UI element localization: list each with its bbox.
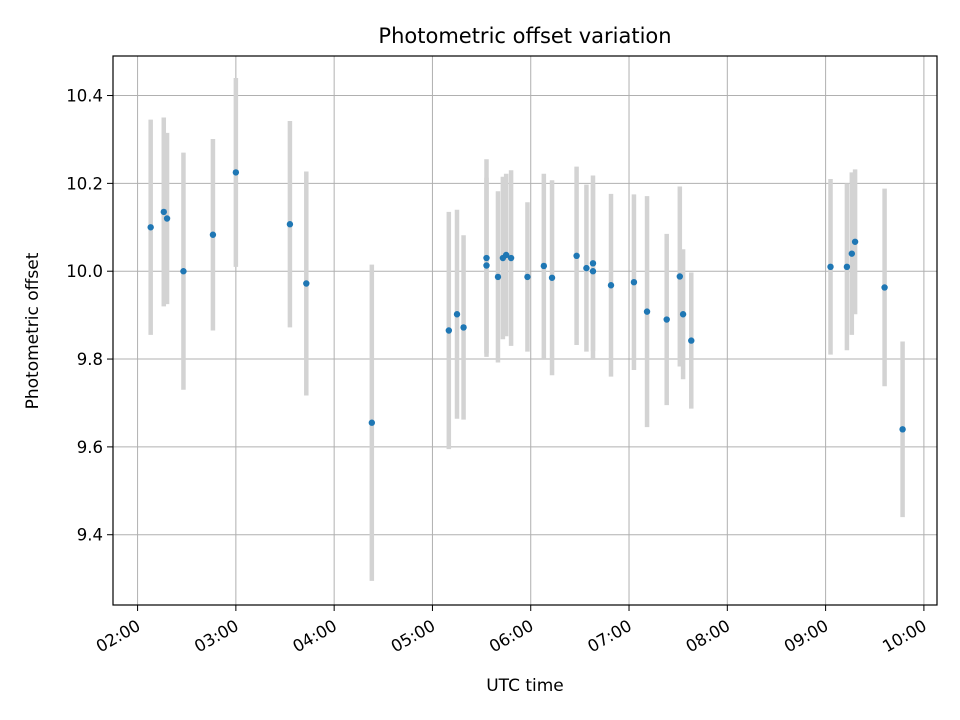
data-point: [881, 284, 888, 291]
data-point: [460, 324, 467, 331]
data-point: [843, 263, 851, 271]
data-point: [589, 260, 597, 267]
data-point: [483, 254, 490, 262]
y-tick-label: 10.0: [66, 262, 103, 281]
data-point: [827, 263, 834, 271]
data-point: [303, 280, 310, 287]
data-point: [209, 231, 217, 238]
data-point: [483, 262, 490, 269]
data-point: [368, 419, 376, 426]
data-point: [688, 337, 695, 344]
chart-title: Photometric offset variation: [378, 24, 671, 48]
data-point: [502, 251, 510, 259]
data-point: [573, 252, 580, 260]
x-tick-label: 10:00: [879, 616, 930, 656]
data-point: [848, 250, 856, 257]
data-point: [507, 254, 515, 262]
x-tick-label: 03:00: [191, 616, 242, 656]
data-point: [630, 278, 638, 286]
y-tick-label: 9.8: [77, 350, 103, 369]
x-tick-label: 06:00: [486, 616, 537, 656]
data-point: [494, 273, 502, 281]
x-tick-label: 04:00: [289, 616, 340, 656]
data-point: [589, 268, 597, 275]
x-tick-label: 02:00: [93, 616, 144, 656]
x-tick-label: 05:00: [388, 616, 439, 656]
y-axis-label: Photometric offset: [23, 252, 43, 409]
x-tick-label: 07:00: [584, 616, 635, 656]
data-point: [548, 274, 556, 281]
data-point: [524, 273, 531, 281]
x-axis: 02:00 03:00 04:00 05:00 06:00 07:00 08:00 09:00…: [93, 605, 930, 656]
data-point: [160, 208, 167, 216]
grid: [113, 56, 937, 605]
data-point: [453, 311, 461, 318]
data-point: [232, 169, 240, 176]
data-point: [445, 327, 453, 334]
data-point: [147, 224, 154, 231]
data-point: [851, 238, 859, 245]
data-point: [583, 264, 590, 272]
plot-frame: [112, 55, 938, 606]
y-tick-label: 10.4: [66, 87, 103, 106]
data-point: [540, 262, 548, 270]
y-tick-label: 10.2: [66, 174, 103, 193]
y-tick-label: 9.6: [77, 438, 103, 457]
y-axis: 9.4 9.6 9.8 10.0 10.2 10.4: [66, 87, 113, 545]
data-point: [180, 268, 187, 275]
x-tick-label: 08:00: [683, 616, 734, 656]
data-point: [676, 273, 684, 280]
y-tick-label: 9.4: [77, 526, 103, 545]
data-point: [643, 308, 651, 315]
data-point: [899, 426, 906, 433]
error-bars: [148, 77, 905, 581]
data-point: [607, 282, 615, 289]
data-point: [679, 311, 687, 318]
x-axis-label: UTC time: [486, 676, 564, 696]
x-tick-label: 09:00: [781, 616, 832, 656]
data-points: [147, 169, 906, 433]
data-point: [163, 215, 171, 222]
data-point: [286, 221, 294, 228]
data-point: [663, 316, 670, 323]
